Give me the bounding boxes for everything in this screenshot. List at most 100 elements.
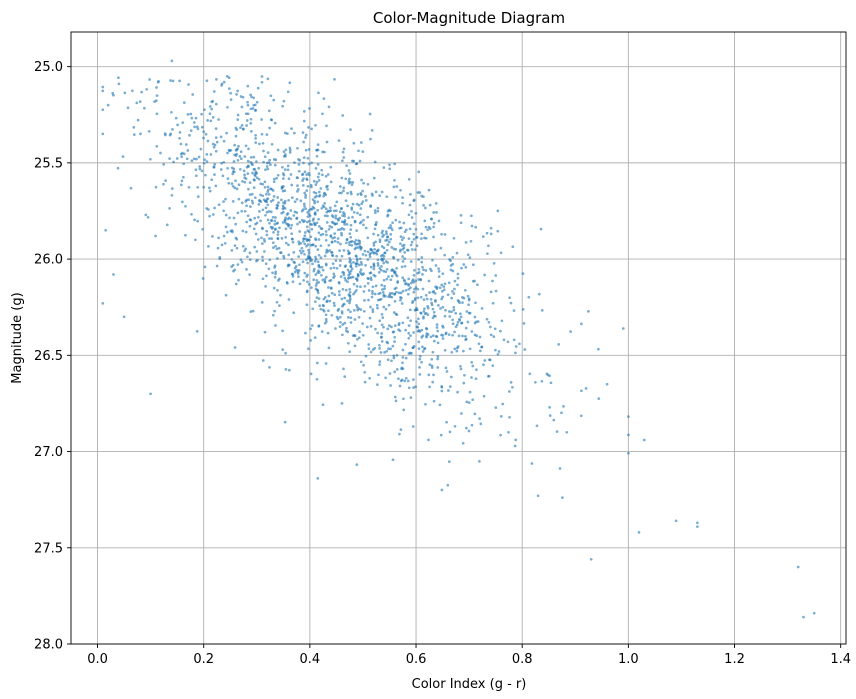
data-point	[386, 209, 390, 213]
data-point	[267, 193, 271, 196]
data-point	[305, 173, 308, 176]
data-point	[329, 180, 333, 184]
data-point	[208, 186, 211, 190]
data-point	[431, 334, 435, 337]
data-point	[436, 355, 440, 358]
data-point	[245, 204, 248, 208]
data-point	[314, 284, 318, 287]
data-point	[465, 426, 468, 430]
data-point	[302, 202, 306, 206]
data-point	[391, 458, 395, 462]
data-point	[286, 164, 290, 168]
data-point	[417, 278, 420, 281]
data-point	[466, 294, 470, 298]
data-point	[186, 149, 190, 152]
data-point	[302, 140, 305, 144]
data-point	[346, 280, 349, 284]
data-point	[309, 222, 312, 226]
data-point	[422, 268, 425, 272]
data-point	[268, 126, 271, 130]
data-point	[343, 375, 347, 378]
data-point	[366, 236, 370, 240]
data-point	[163, 132, 167, 135]
data-point	[361, 322, 364, 325]
data-point	[283, 201, 287, 205]
data-point	[416, 191, 420, 194]
data-point	[300, 246, 304, 250]
data-point	[348, 172, 352, 175]
data-point	[327, 309, 330, 313]
data-point	[392, 354, 396, 358]
data-point	[548, 406, 551, 409]
data-point	[248, 273, 251, 276]
data-point	[254, 170, 258, 174]
data-point	[597, 397, 601, 400]
data-point	[234, 134, 238, 138]
data-point	[331, 262, 335, 266]
data-point	[407, 386, 411, 390]
data-point	[306, 184, 310, 188]
data-point	[339, 320, 342, 324]
data-point	[234, 282, 238, 286]
data-point	[271, 198, 275, 202]
data-point	[208, 214, 211, 218]
data-point	[360, 220, 363, 224]
data-point	[240, 260, 244, 264]
data-point	[363, 299, 366, 302]
data-point	[432, 310, 436, 314]
data-point	[443, 233, 447, 236]
data-point	[434, 298, 437, 302]
data-point	[181, 121, 185, 124]
data-point	[445, 370, 449, 373]
data-point	[421, 345, 424, 349]
data-point	[264, 262, 268, 266]
data-point	[465, 400, 469, 404]
data-point	[486, 252, 489, 256]
data-point	[288, 151, 292, 154]
data-point	[272, 180, 276, 184]
data-point	[342, 249, 346, 252]
data-point	[389, 384, 392, 387]
data-point	[348, 297, 352, 301]
data-point	[366, 250, 370, 254]
data-point	[589, 557, 593, 561]
data-point	[368, 271, 372, 275]
data-point	[244, 144, 248, 148]
data-point	[266, 203, 270, 207]
data-point	[277, 201, 280, 204]
data-point	[371, 285, 375, 289]
data-point	[234, 154, 238, 157]
data-point	[253, 103, 257, 107]
data-point	[259, 219, 262, 223]
data-point	[311, 205, 315, 209]
data-point	[405, 282, 408, 285]
data-point	[528, 372, 532, 376]
data-point	[414, 236, 418, 239]
data-point	[372, 251, 376, 255]
data-point	[309, 235, 313, 239]
data-point	[338, 325, 342, 328]
data-point	[562, 405, 565, 408]
data-point	[373, 247, 377, 251]
data-point	[253, 245, 257, 249]
data-point	[348, 232, 352, 236]
data-point	[209, 153, 213, 156]
data-point	[301, 173, 304, 177]
data-point	[261, 255, 264, 259]
data-point	[218, 257, 222, 261]
data-point	[509, 301, 513, 305]
data-point	[412, 386, 415, 389]
data-point	[321, 403, 325, 407]
data-point	[271, 313, 275, 317]
data-point	[459, 367, 463, 371]
data-point	[390, 292, 394, 295]
data-point	[227, 148, 231, 152]
data-point	[236, 118, 240, 121]
data-point	[341, 323, 345, 326]
data-point	[388, 163, 391, 167]
data-point	[540, 379, 544, 383]
data-point	[368, 112, 372, 116]
data-point	[402, 397, 405, 401]
data-point	[580, 389, 583, 393]
data-point	[401, 255, 404, 258]
